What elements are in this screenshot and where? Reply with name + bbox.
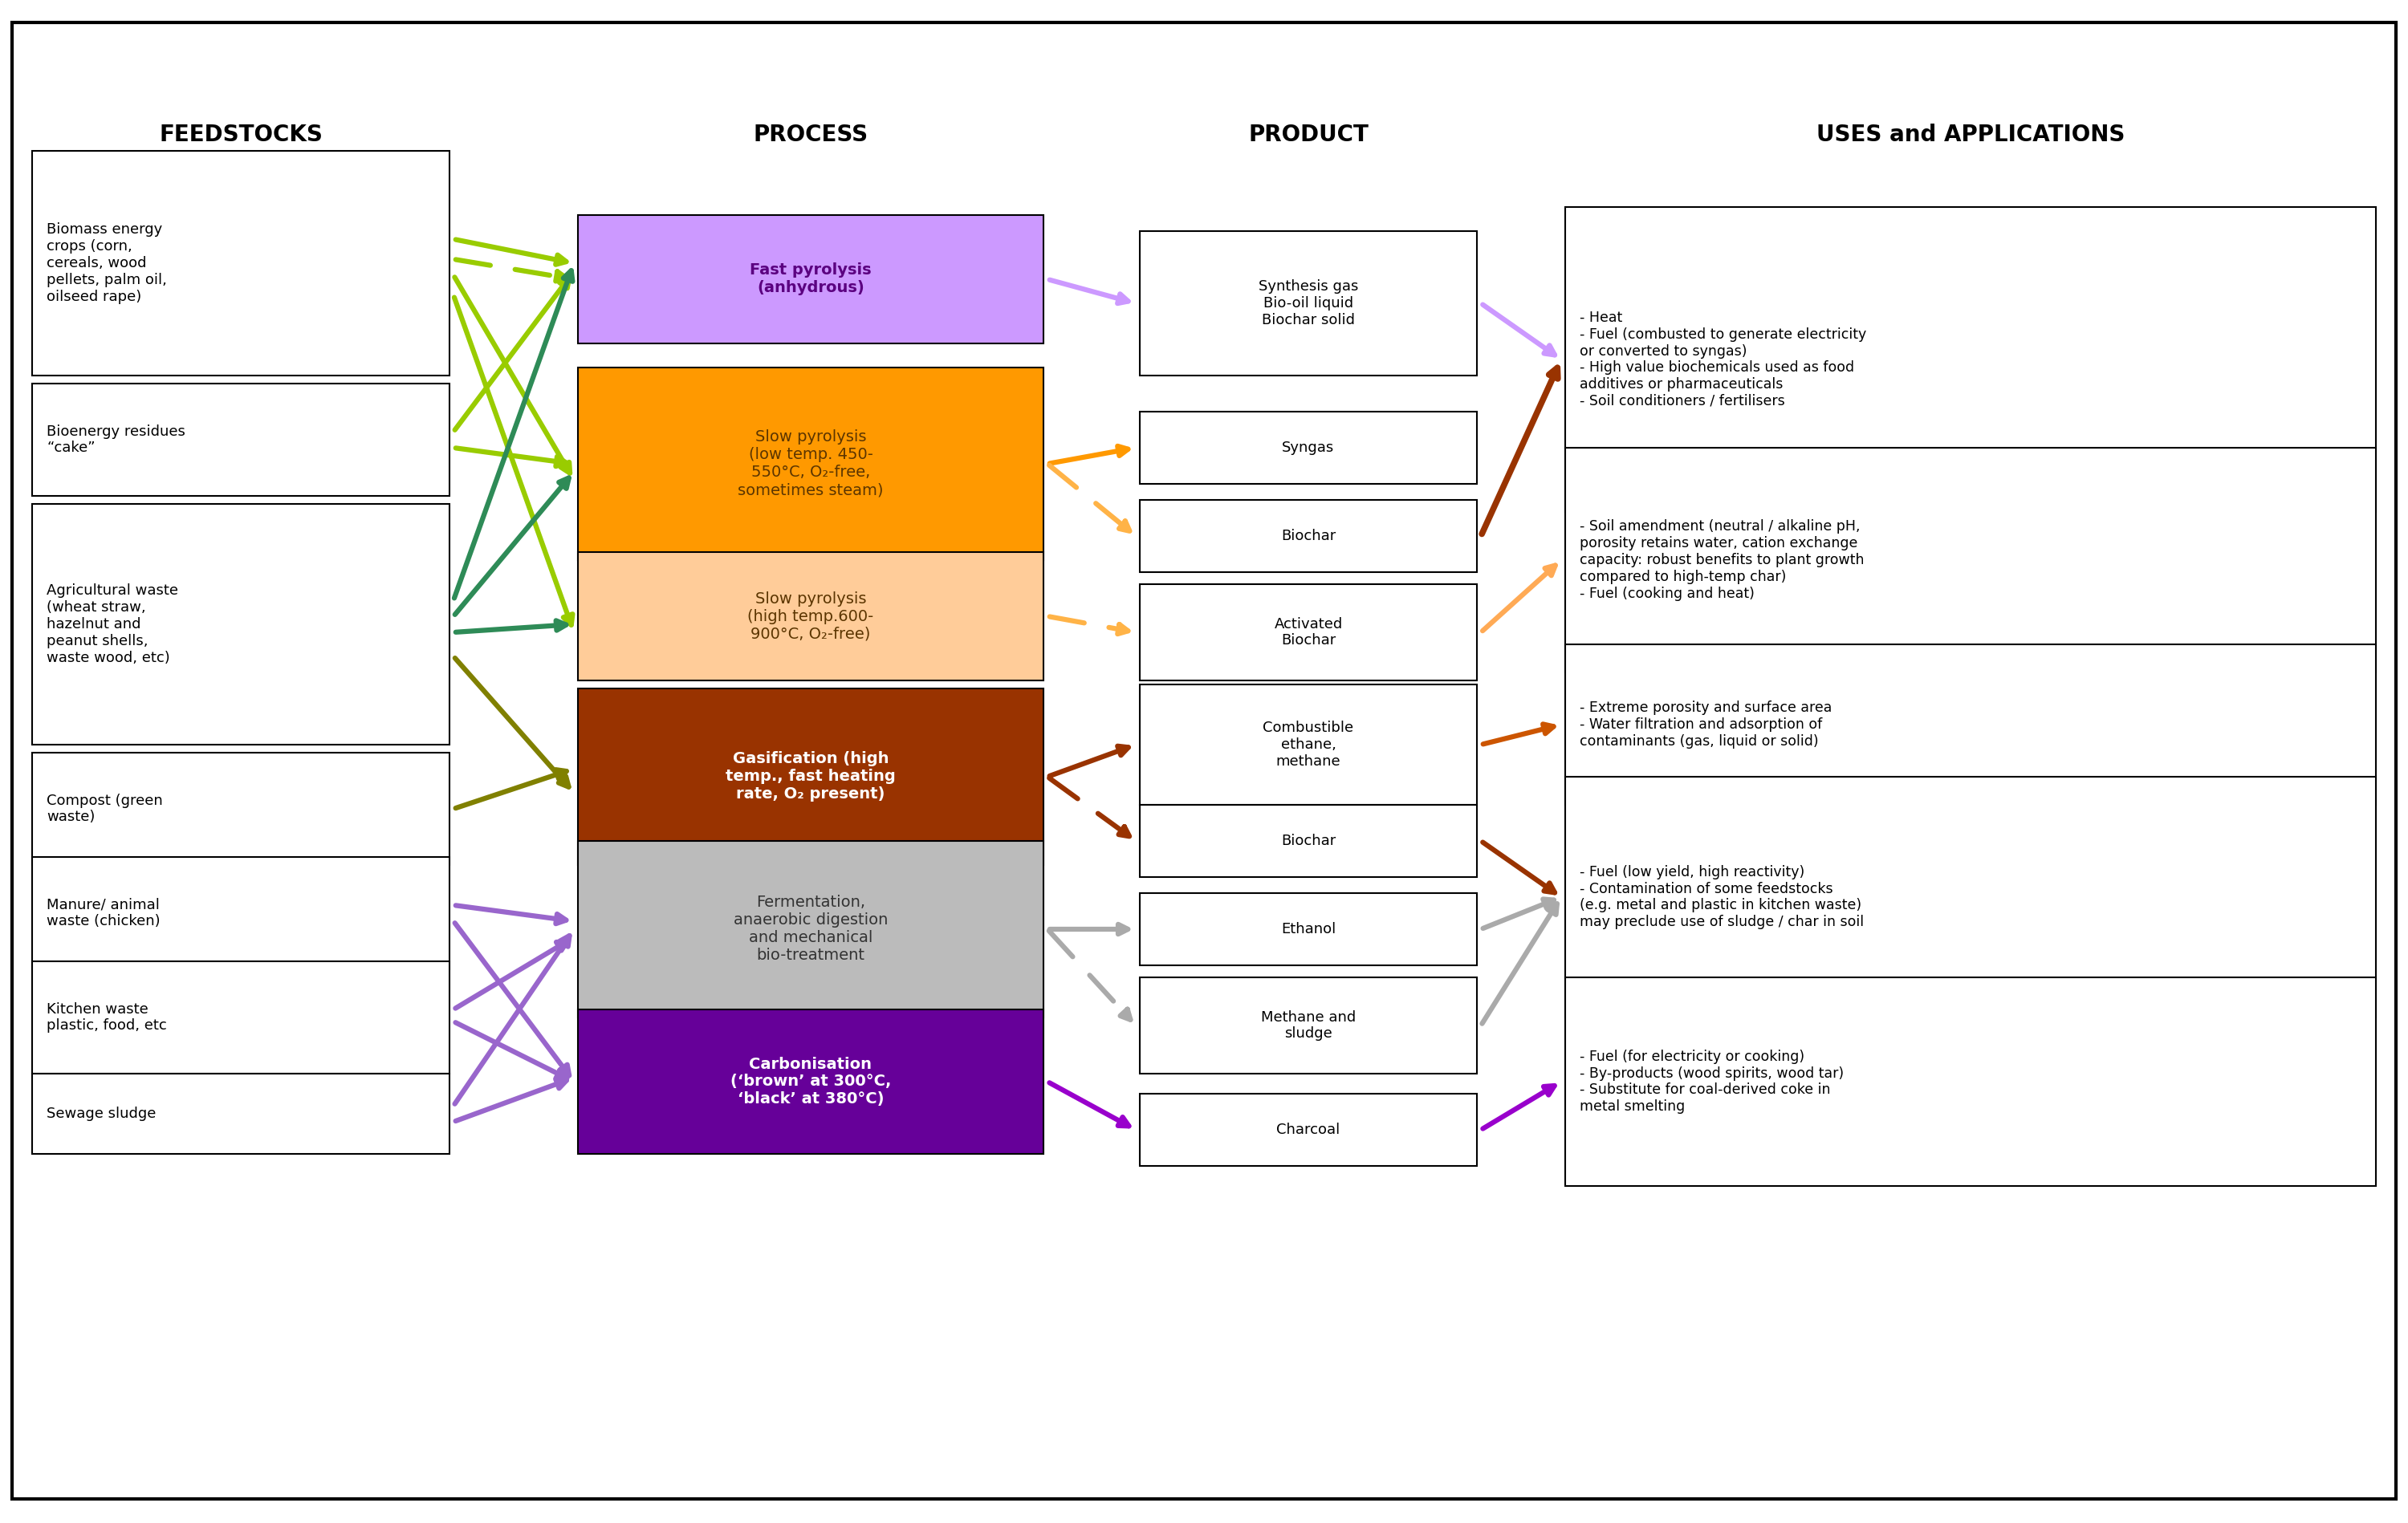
FancyBboxPatch shape <box>1139 978 1476 1074</box>
FancyBboxPatch shape <box>578 367 1043 560</box>
FancyBboxPatch shape <box>31 504 450 745</box>
FancyBboxPatch shape <box>578 841 1043 1017</box>
FancyBboxPatch shape <box>1139 585 1476 681</box>
Text: PRODUCT: PRODUCT <box>1247 123 1368 146</box>
FancyBboxPatch shape <box>1565 644 2377 804</box>
FancyBboxPatch shape <box>31 961 450 1074</box>
Text: Syngas: Syngas <box>1281 440 1334 455</box>
FancyBboxPatch shape <box>578 688 1043 865</box>
Text: Ethanol: Ethanol <box>1281 921 1336 937</box>
Text: Kitchen waste
plastic, food, etc: Kitchen waste plastic, food, etc <box>46 1002 166 1033</box>
FancyBboxPatch shape <box>31 151 450 376</box>
Text: Biochar: Biochar <box>1281 833 1336 848</box>
FancyBboxPatch shape <box>578 215 1043 344</box>
Text: Fast pyrolysis
(anhydrous): Fast pyrolysis (anhydrous) <box>749 263 872 295</box>
Text: - Fuel (low yield, high reactivity)
- Contamination of some feedstocks
(e.g. met: - Fuel (low yield, high reactivity) - Co… <box>1580 865 1864 929</box>
Text: Carbonisation
(‘brown’ at 300°C,
‘black’ at 380°C): Carbonisation (‘brown’ at 300°C, ‘black’… <box>730 1057 891 1107</box>
FancyBboxPatch shape <box>1139 500 1476 573</box>
Text: - Extreme porosity and surface area
- Water filtration and adsorption of
contami: - Extreme porosity and surface area - Wa… <box>1580 701 1832 748</box>
FancyBboxPatch shape <box>1139 231 1476 376</box>
Text: Manure/ animal
waste (chicken): Manure/ animal waste (chicken) <box>46 897 161 929</box>
Text: Activated
Biochar: Activated Biochar <box>1274 617 1344 647</box>
FancyBboxPatch shape <box>1565 207 2377 512</box>
Text: Agricultural waste
(wheat straw,
hazelnut and
peanut shells,
waste wood, etc): Agricultural waste (wheat straw, hazelnu… <box>46 583 178 666</box>
Text: Bioenergy residues
“cake”: Bioenergy residues “cake” <box>46 425 185 455</box>
FancyBboxPatch shape <box>1139 892 1476 966</box>
FancyBboxPatch shape <box>31 752 450 865</box>
Text: Synthesis gas
Bio-oil liquid
Biochar solid: Synthesis gas Bio-oil liquid Biochar sol… <box>1259 279 1358 327</box>
FancyBboxPatch shape <box>1139 411 1476 484</box>
Text: - Heat
- Fuel (combusted to generate electricity
or converted to syngas)
- High : - Heat - Fuel (combusted to generate ele… <box>1580 311 1866 408</box>
Text: Charcoal: Charcoal <box>1276 1122 1341 1138</box>
Text: Sewage sludge: Sewage sludge <box>46 1107 157 1121</box>
FancyBboxPatch shape <box>578 551 1043 681</box>
FancyBboxPatch shape <box>1139 1094 1476 1167</box>
FancyBboxPatch shape <box>31 384 450 496</box>
Text: Slow pyrolysis
(low temp. 450-
550°C, O₂-free,
sometimes steam): Slow pyrolysis (low temp. 450- 550°C, O₂… <box>737 429 884 498</box>
FancyBboxPatch shape <box>31 857 450 969</box>
Text: Biochar: Biochar <box>1281 528 1336 544</box>
Text: Biomass energy
crops (corn,
cereals, wood
pellets, palm oil,
oilseed rape): Biomass energy crops (corn, cereals, woo… <box>46 222 166 303</box>
Text: FEEDSTOCKS: FEEDSTOCKS <box>159 123 323 146</box>
Text: - Fuel (for electricity or cooking)
- By-products (wood spirits, wood tar)
- Sub: - Fuel (for electricity or cooking) - By… <box>1580 1049 1845 1113</box>
FancyBboxPatch shape <box>1565 448 2377 673</box>
FancyBboxPatch shape <box>1139 684 1476 804</box>
FancyBboxPatch shape <box>578 1010 1043 1154</box>
Text: PROCESS: PROCESS <box>754 123 869 146</box>
Text: Compost (green
waste): Compost (green waste) <box>46 793 164 824</box>
Text: Combustible
ethane,
methane: Combustible ethane, methane <box>1262 720 1353 769</box>
Text: Slow pyrolysis
(high temp.600-
900°C, O₂-free): Slow pyrolysis (high temp.600- 900°C, O₂… <box>746 591 874 641</box>
FancyBboxPatch shape <box>1139 804 1476 877</box>
Text: - Soil amendment (neutral / alkaline pH,
porosity retains water, cation exchange: - Soil amendment (neutral / alkaline pH,… <box>1580 519 1864 600</box>
FancyBboxPatch shape <box>1565 978 2377 1186</box>
FancyBboxPatch shape <box>1565 777 2377 1017</box>
FancyBboxPatch shape <box>31 1074 450 1154</box>
Text: Gasification (high
temp., fast heating
rate, O₂ present): Gasification (high temp., fast heating r… <box>725 751 896 803</box>
FancyBboxPatch shape <box>12 23 2396 1499</box>
Text: USES and APPLICATIONS: USES and APPLICATIONS <box>1816 123 2124 146</box>
Text: Methane and
sludge: Methane and sludge <box>1262 1010 1356 1042</box>
Text: Fermentation,
anaerobic digestion
and mechanical
bio-treatment: Fermentation, anaerobic digestion and me… <box>734 896 889 964</box>
